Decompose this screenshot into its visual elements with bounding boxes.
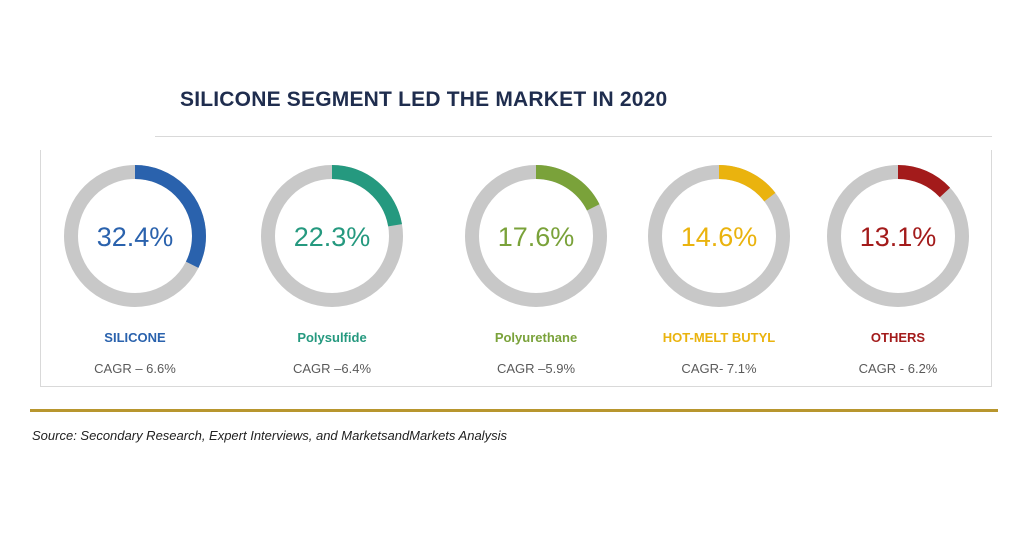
divider-rule	[30, 409, 998, 412]
segment-cagr-label: CAGR –6.4%	[292, 361, 372, 376]
donut-value-label: 32.4%	[97, 222, 174, 252]
donut-3: 14.6%	[648, 165, 790, 307]
chart-panel	[40, 150, 992, 387]
segment-cagr-label: CAGR - 6.2%	[858, 361, 938, 376]
donut-1: 22.3%	[261, 165, 403, 307]
segment-name-label: HOT-MELT BUTYL	[662, 330, 776, 345]
donut-4: 13.1%	[827, 165, 969, 307]
donut-value-label: 22.3%	[294, 222, 371, 252]
donut-value-label: 17.6%	[498, 222, 575, 252]
donut-value-label: 13.1%	[860, 222, 937, 252]
donut-2: 17.6%	[465, 165, 607, 307]
segment-name-label: Polysulfide	[297, 330, 367, 345]
segment-cagr-label: CAGR –5.9%	[496, 361, 576, 376]
segment-cagr-label: CAGR- 7.1%	[681, 361, 757, 376]
donut-slice	[64, 165, 206, 307]
segment-name-label: Polyurethane	[494, 330, 578, 345]
segment-cagr-label: CAGR – 6.6%	[94, 361, 176, 376]
donut-slice	[465, 165, 607, 307]
donut-slice	[261, 165, 403, 307]
source-note: Source: Secondary Research, Expert Inter…	[32, 428, 507, 443]
donut-value-label: 14.6%	[681, 222, 758, 252]
donut-slice	[648, 165, 790, 307]
panel-top-border	[155, 136, 992, 137]
segment-name-label: SILICONE	[104, 330, 166, 345]
donut-0: 32.4%	[64, 165, 206, 307]
segment-name-label: OTHERS	[870, 330, 926, 345]
chart-title: SILICONE SEGMENT LED THE MARKET IN 2020	[180, 88, 668, 111]
donut-slice	[827, 165, 969, 307]
